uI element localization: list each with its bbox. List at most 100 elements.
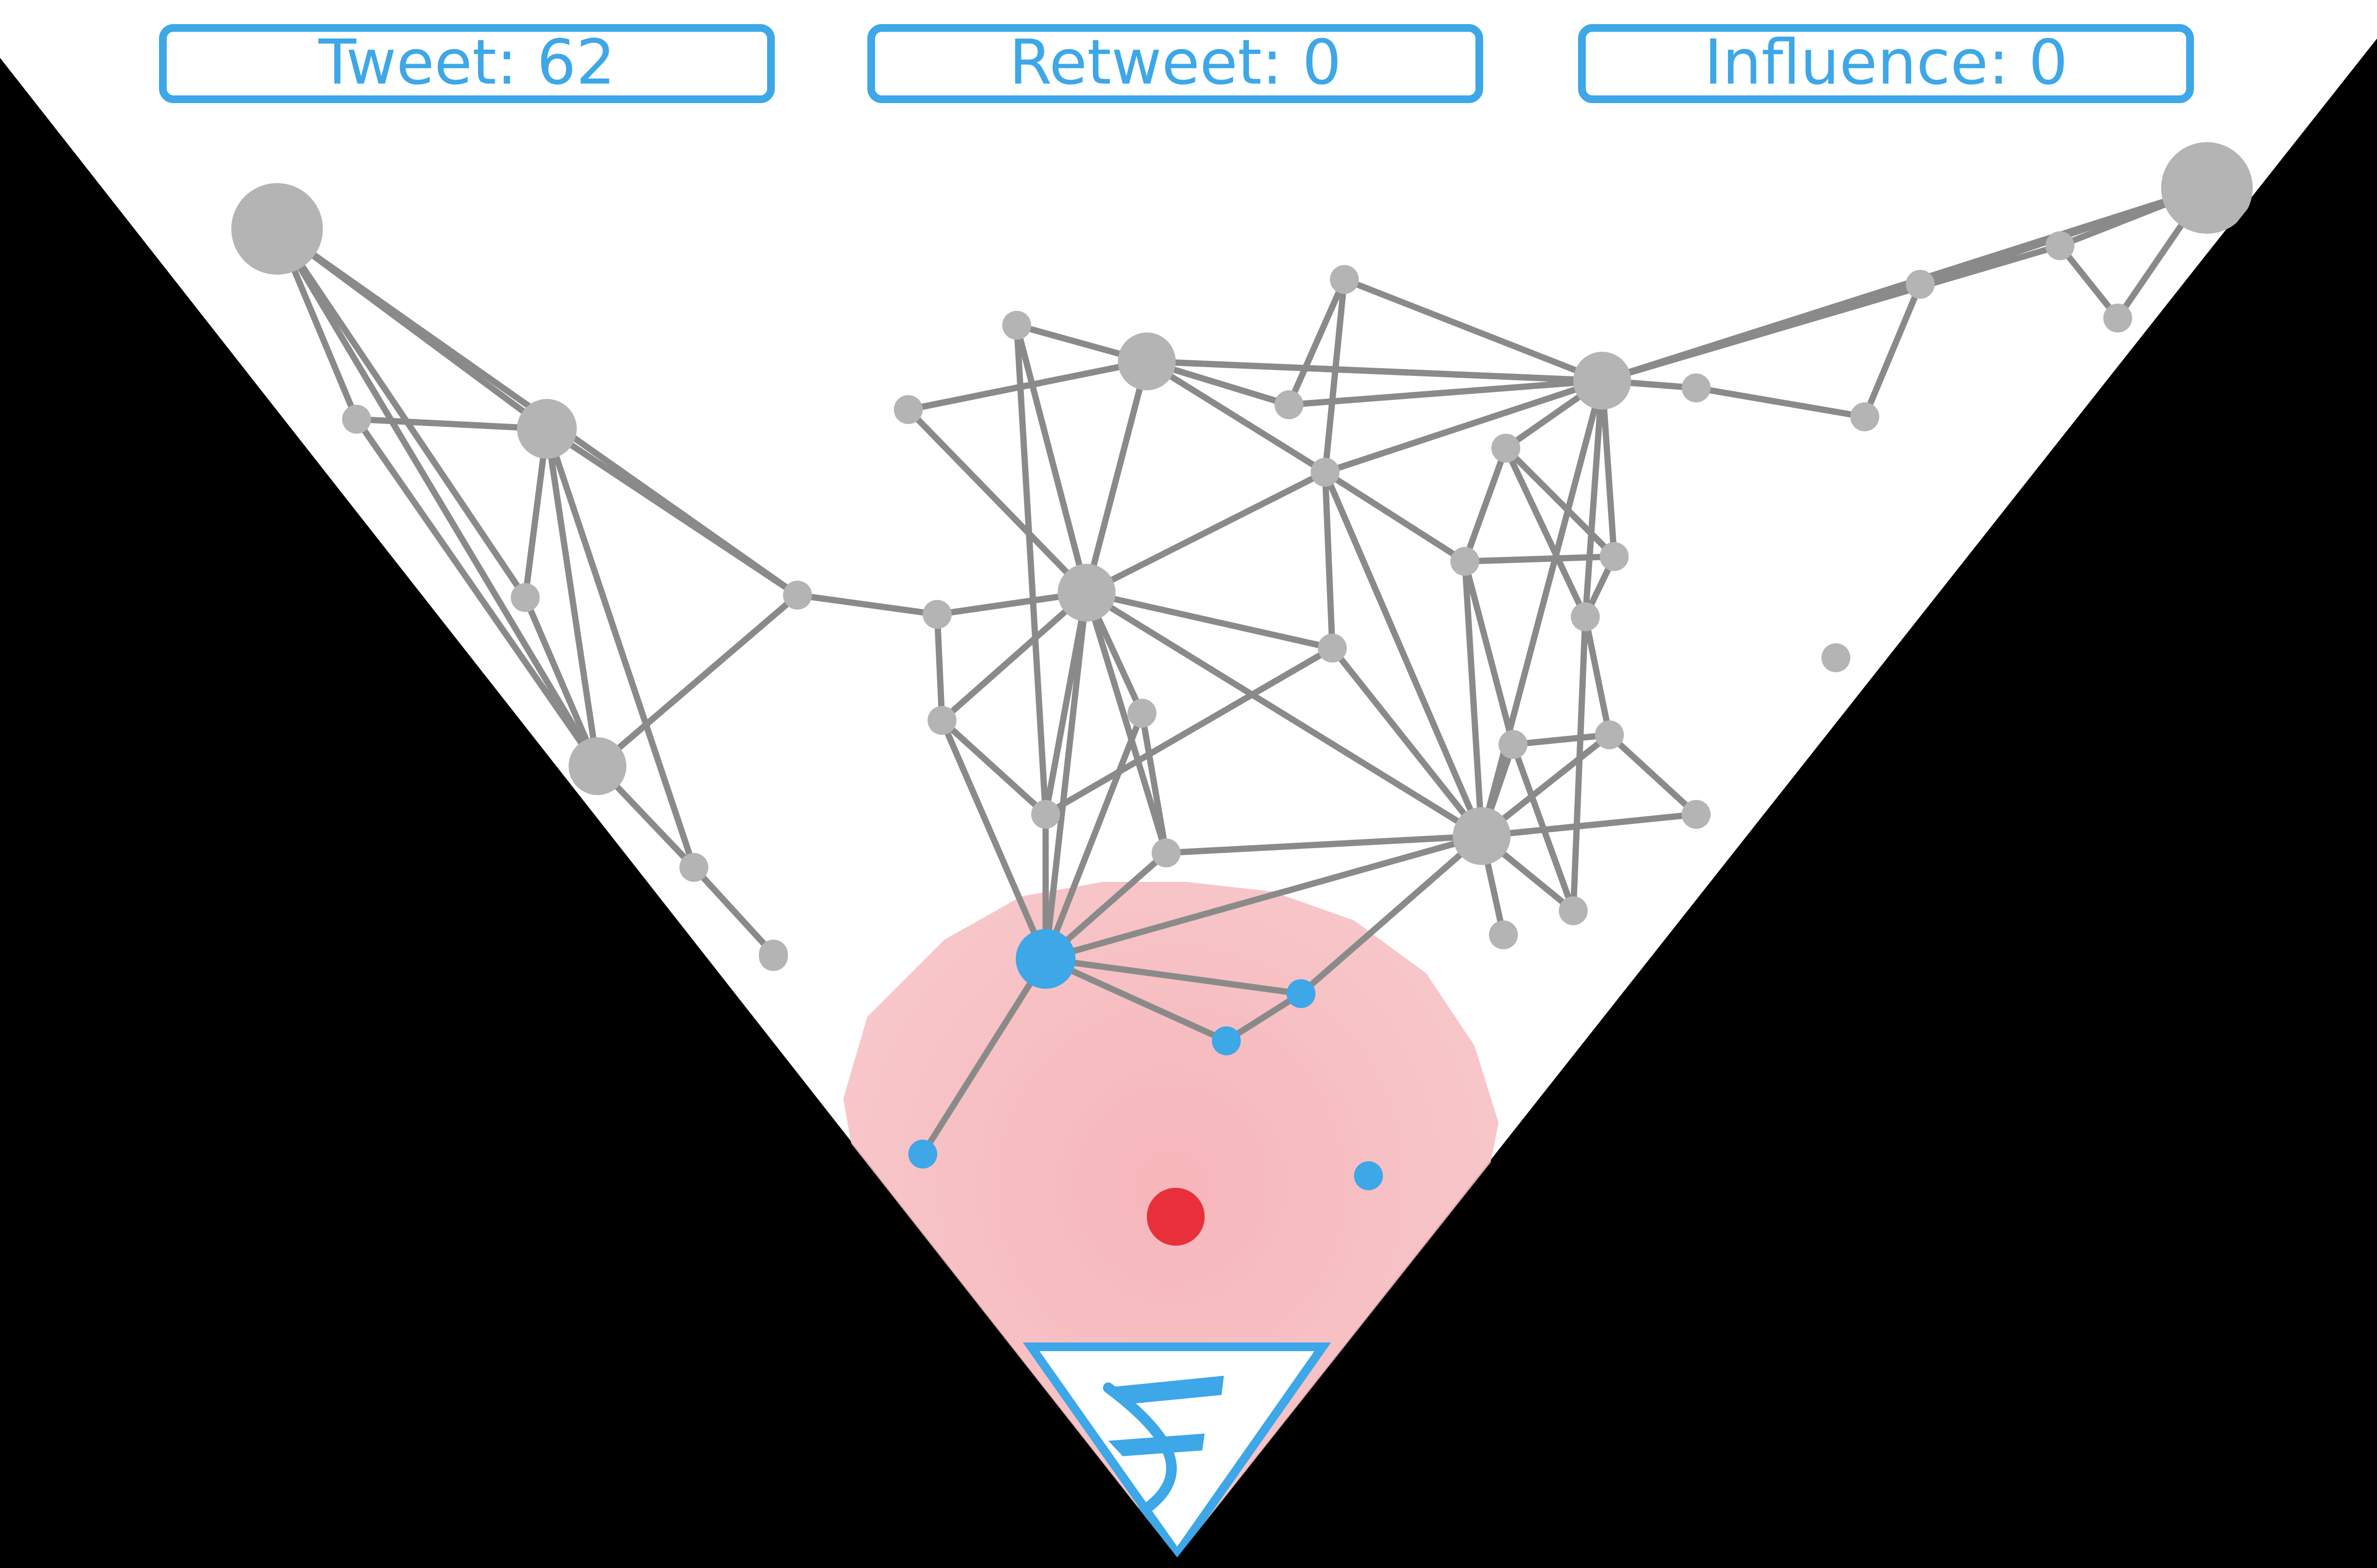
network-edge bbox=[274, 226, 529, 601]
influence-count-label: Influence: 0 bbox=[1704, 27, 2068, 99]
network-edge bbox=[1083, 469, 1328, 596]
network-node bbox=[1031, 800, 1060, 829]
network-edge bbox=[1510, 731, 1613, 748]
network-edge bbox=[1861, 281, 1924, 420]
network-node bbox=[511, 583, 540, 612]
network-edge bbox=[1502, 445, 1589, 620]
network-edge bbox=[794, 592, 941, 618]
left-mask bbox=[0, 63, 1177, 1568]
network-edge bbox=[1013, 322, 1090, 596]
network-edge bbox=[1341, 276, 1606, 384]
network-node bbox=[1128, 699, 1156, 728]
network-node bbox=[1682, 373, 1711, 402]
network-node bbox=[1559, 896, 1588, 925]
network-node bbox=[1275, 390, 1303, 419]
network-edge bbox=[1502, 445, 1618, 560]
network-edge bbox=[1461, 558, 1485, 839]
network-edge bbox=[1143, 358, 1606, 384]
network-edge bbox=[1083, 358, 1150, 596]
network-edge bbox=[1163, 833, 1485, 856]
network-node bbox=[679, 853, 708, 882]
network-node bbox=[1573, 352, 1631, 410]
network-node bbox=[1311, 458, 1340, 487]
network-edge bbox=[691, 864, 777, 957]
network-edge bbox=[2057, 242, 2121, 321]
network-node bbox=[1318, 634, 1347, 663]
network-edge bbox=[934, 611, 945, 724]
network-edge bbox=[919, 956, 1049, 1157]
network-edge bbox=[1083, 589, 1485, 839]
network-edge bbox=[1083, 589, 1169, 856]
reached-node bbox=[1354, 1161, 1383, 1190]
network-node bbox=[569, 737, 626, 795]
network-node bbox=[517, 399, 577, 459]
network-node bbox=[1600, 542, 1629, 571]
network-edge bbox=[905, 358, 1150, 413]
network-edge bbox=[939, 589, 1090, 724]
network-edge bbox=[1013, 322, 1049, 818]
network-edge bbox=[1599, 377, 1618, 560]
network-node bbox=[1821, 643, 1850, 672]
network-node bbox=[1453, 807, 1511, 865]
network-node bbox=[2161, 142, 2253, 234]
network-edge bbox=[1042, 710, 1145, 962]
network-edge bbox=[1478, 811, 1700, 839]
network-edge bbox=[1461, 445, 1509, 565]
network-edge bbox=[1478, 377, 1606, 839]
network-node bbox=[1682, 800, 1711, 829]
network-node bbox=[2045, 231, 2074, 260]
network-node bbox=[231, 183, 323, 275]
network-edge bbox=[1286, 377, 1606, 408]
network-edge bbox=[1322, 377, 1606, 476]
network-edge bbox=[1143, 358, 1328, 476]
network-node bbox=[1058, 564, 1115, 622]
reached-node bbox=[908, 1140, 937, 1169]
network-edge bbox=[1042, 956, 1230, 1044]
network-node bbox=[1491, 434, 1520, 463]
network-edge bbox=[1042, 956, 1304, 997]
network-node bbox=[928, 706, 956, 735]
network-edge bbox=[1570, 613, 1589, 914]
network-node bbox=[894, 395, 923, 424]
network-edge bbox=[594, 592, 801, 770]
network-nodes bbox=[231, 142, 2253, 1190]
network-edge bbox=[1139, 710, 1169, 856]
network-node bbox=[1330, 265, 1359, 294]
network-edge bbox=[1322, 469, 1336, 651]
network-edge bbox=[544, 425, 801, 598]
network-node bbox=[1850, 402, 1879, 431]
network-edge bbox=[1582, 613, 1613, 738]
network-edge bbox=[544, 425, 697, 871]
network-node bbox=[342, 405, 371, 434]
network-node bbox=[1489, 920, 1518, 949]
network-edge bbox=[1322, 469, 1485, 839]
network-edge bbox=[1286, 276, 1348, 408]
network-node bbox=[1906, 270, 1935, 299]
network-node bbox=[759, 942, 788, 971]
network-node bbox=[1499, 730, 1527, 759]
network-edge bbox=[905, 406, 1090, 596]
network-edge bbox=[1042, 833, 1485, 962]
network-edge bbox=[1606, 731, 1700, 818]
network-edge bbox=[353, 416, 601, 770]
hud-bar: Tweet: 62 Retweet: 0 Influence: 0 bbox=[159, 24, 2194, 103]
network-edge bbox=[1582, 377, 1606, 620]
network-node bbox=[1152, 838, 1181, 867]
network-edge bbox=[1042, 589, 1090, 962]
network-node bbox=[1118, 332, 1176, 390]
network-node bbox=[923, 600, 952, 629]
player-dot-icon[interactable] bbox=[1147, 1188, 1205, 1246]
network-edge bbox=[939, 717, 1049, 818]
f-logo-icon bbox=[1023, 1342, 1331, 1562]
network-edge bbox=[1298, 833, 1485, 997]
network-node bbox=[1002, 311, 1031, 340]
tweet-count-label: Tweet: 62 bbox=[318, 27, 615, 99]
network-edge bbox=[1322, 469, 1468, 565]
network-edge bbox=[1693, 385, 1868, 420]
right-mask bbox=[1177, 46, 2377, 1568]
network-edge bbox=[544, 425, 601, 770]
network-edge bbox=[353, 416, 550, 432]
